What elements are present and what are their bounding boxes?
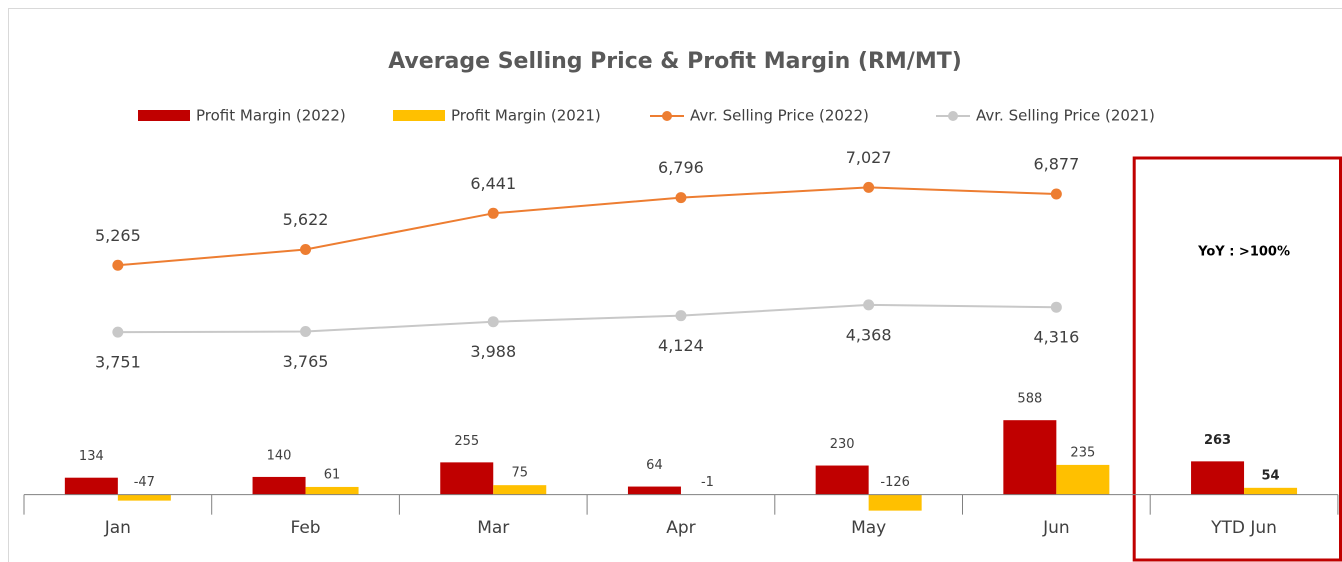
- bar: [815, 465, 869, 495]
- data-label: 3,751: [95, 353, 141, 372]
- legend-label: Profit Margin (2022): [196, 107, 346, 125]
- chart-title: Average Selling Price & Profit Margin (R…: [388, 49, 962, 74]
- line-point: [487, 207, 499, 219]
- line-point: [863, 299, 875, 311]
- x-tick-label: Apr: [666, 518, 695, 538]
- x-tick-label: Mar: [477, 518, 509, 538]
- bar: [1003, 420, 1057, 495]
- bar: [64, 477, 118, 495]
- data-label: 140: [267, 448, 292, 463]
- data-label: 4,316: [1033, 328, 1079, 347]
- data-label: 3,988: [470, 342, 516, 361]
- x-tick-label: Jan: [104, 518, 131, 538]
- data-label: 230: [830, 437, 855, 452]
- data-label: 235: [1070, 445, 1095, 460]
- bar: [252, 476, 306, 495]
- data-label: 4,124: [658, 336, 704, 355]
- data-label: 134: [79, 449, 104, 464]
- bar: [1244, 487, 1298, 495]
- bar: [440, 462, 494, 495]
- line-point: [1050, 301, 1062, 313]
- line-point: [1050, 188, 1062, 200]
- data-label: 6,877: [1033, 155, 1079, 174]
- data-label: 588: [1017, 392, 1042, 407]
- data-label: 263: [1204, 433, 1231, 448]
- annotation: YoY : >100%: [1197, 245, 1290, 260]
- bar: [493, 485, 547, 495]
- highlight-box: [1132, 156, 1342, 562]
- legend-swatch: [393, 110, 445, 121]
- x-tick-label: Jun: [1042, 518, 1070, 538]
- data-label: 7,027: [846, 148, 892, 167]
- data-label: -126: [880, 475, 910, 490]
- bar: [868, 494, 922, 511]
- bar: [627, 486, 681, 495]
- data-label: 6,441: [470, 174, 516, 193]
- data-label: -1: [701, 475, 714, 490]
- line-point: [112, 259, 124, 271]
- line-point: [675, 192, 687, 204]
- line-point: [487, 316, 499, 328]
- bar: [305, 486, 359, 495]
- data-label: 5,265: [95, 226, 141, 245]
- legend-label: Profit Margin (2021): [451, 107, 601, 125]
- chart-border: [8, 8, 1342, 562]
- bar: [1191, 461, 1245, 495]
- data-label: 4,368: [846, 325, 892, 344]
- data-label: 75: [511, 466, 528, 481]
- data-label: 3,765: [283, 352, 329, 371]
- line-point: [300, 326, 312, 338]
- line: [117, 303, 1057, 334]
- line: [117, 186, 1057, 267]
- line-point: [863, 181, 875, 193]
- x-tick-label: YTD Jun: [1210, 518, 1277, 538]
- data-label: -47: [134, 475, 155, 490]
- line-point: [675, 310, 687, 322]
- data-label: 5,622: [283, 210, 329, 229]
- x-tick-label: Feb: [290, 518, 320, 538]
- line-point: [300, 243, 312, 255]
- legend-swatch: [662, 111, 672, 121]
- data-label: 255: [454, 434, 479, 449]
- data-label: 6,796: [658, 158, 704, 177]
- bar: [117, 494, 171, 501]
- line-point: [112, 326, 124, 338]
- x-tick-label: May: [851, 518, 886, 538]
- legend-swatch: [948, 111, 958, 121]
- legend-label: Avr. Selling Price (2021): [976, 107, 1155, 125]
- data-label: 54: [1262, 468, 1280, 483]
- legend-swatch: [138, 110, 190, 121]
- legend-label: Avr. Selling Price (2022): [690, 107, 869, 125]
- data-label: 61: [324, 467, 341, 482]
- bar: [1056, 464, 1110, 495]
- data-label: 64: [646, 458, 663, 473]
